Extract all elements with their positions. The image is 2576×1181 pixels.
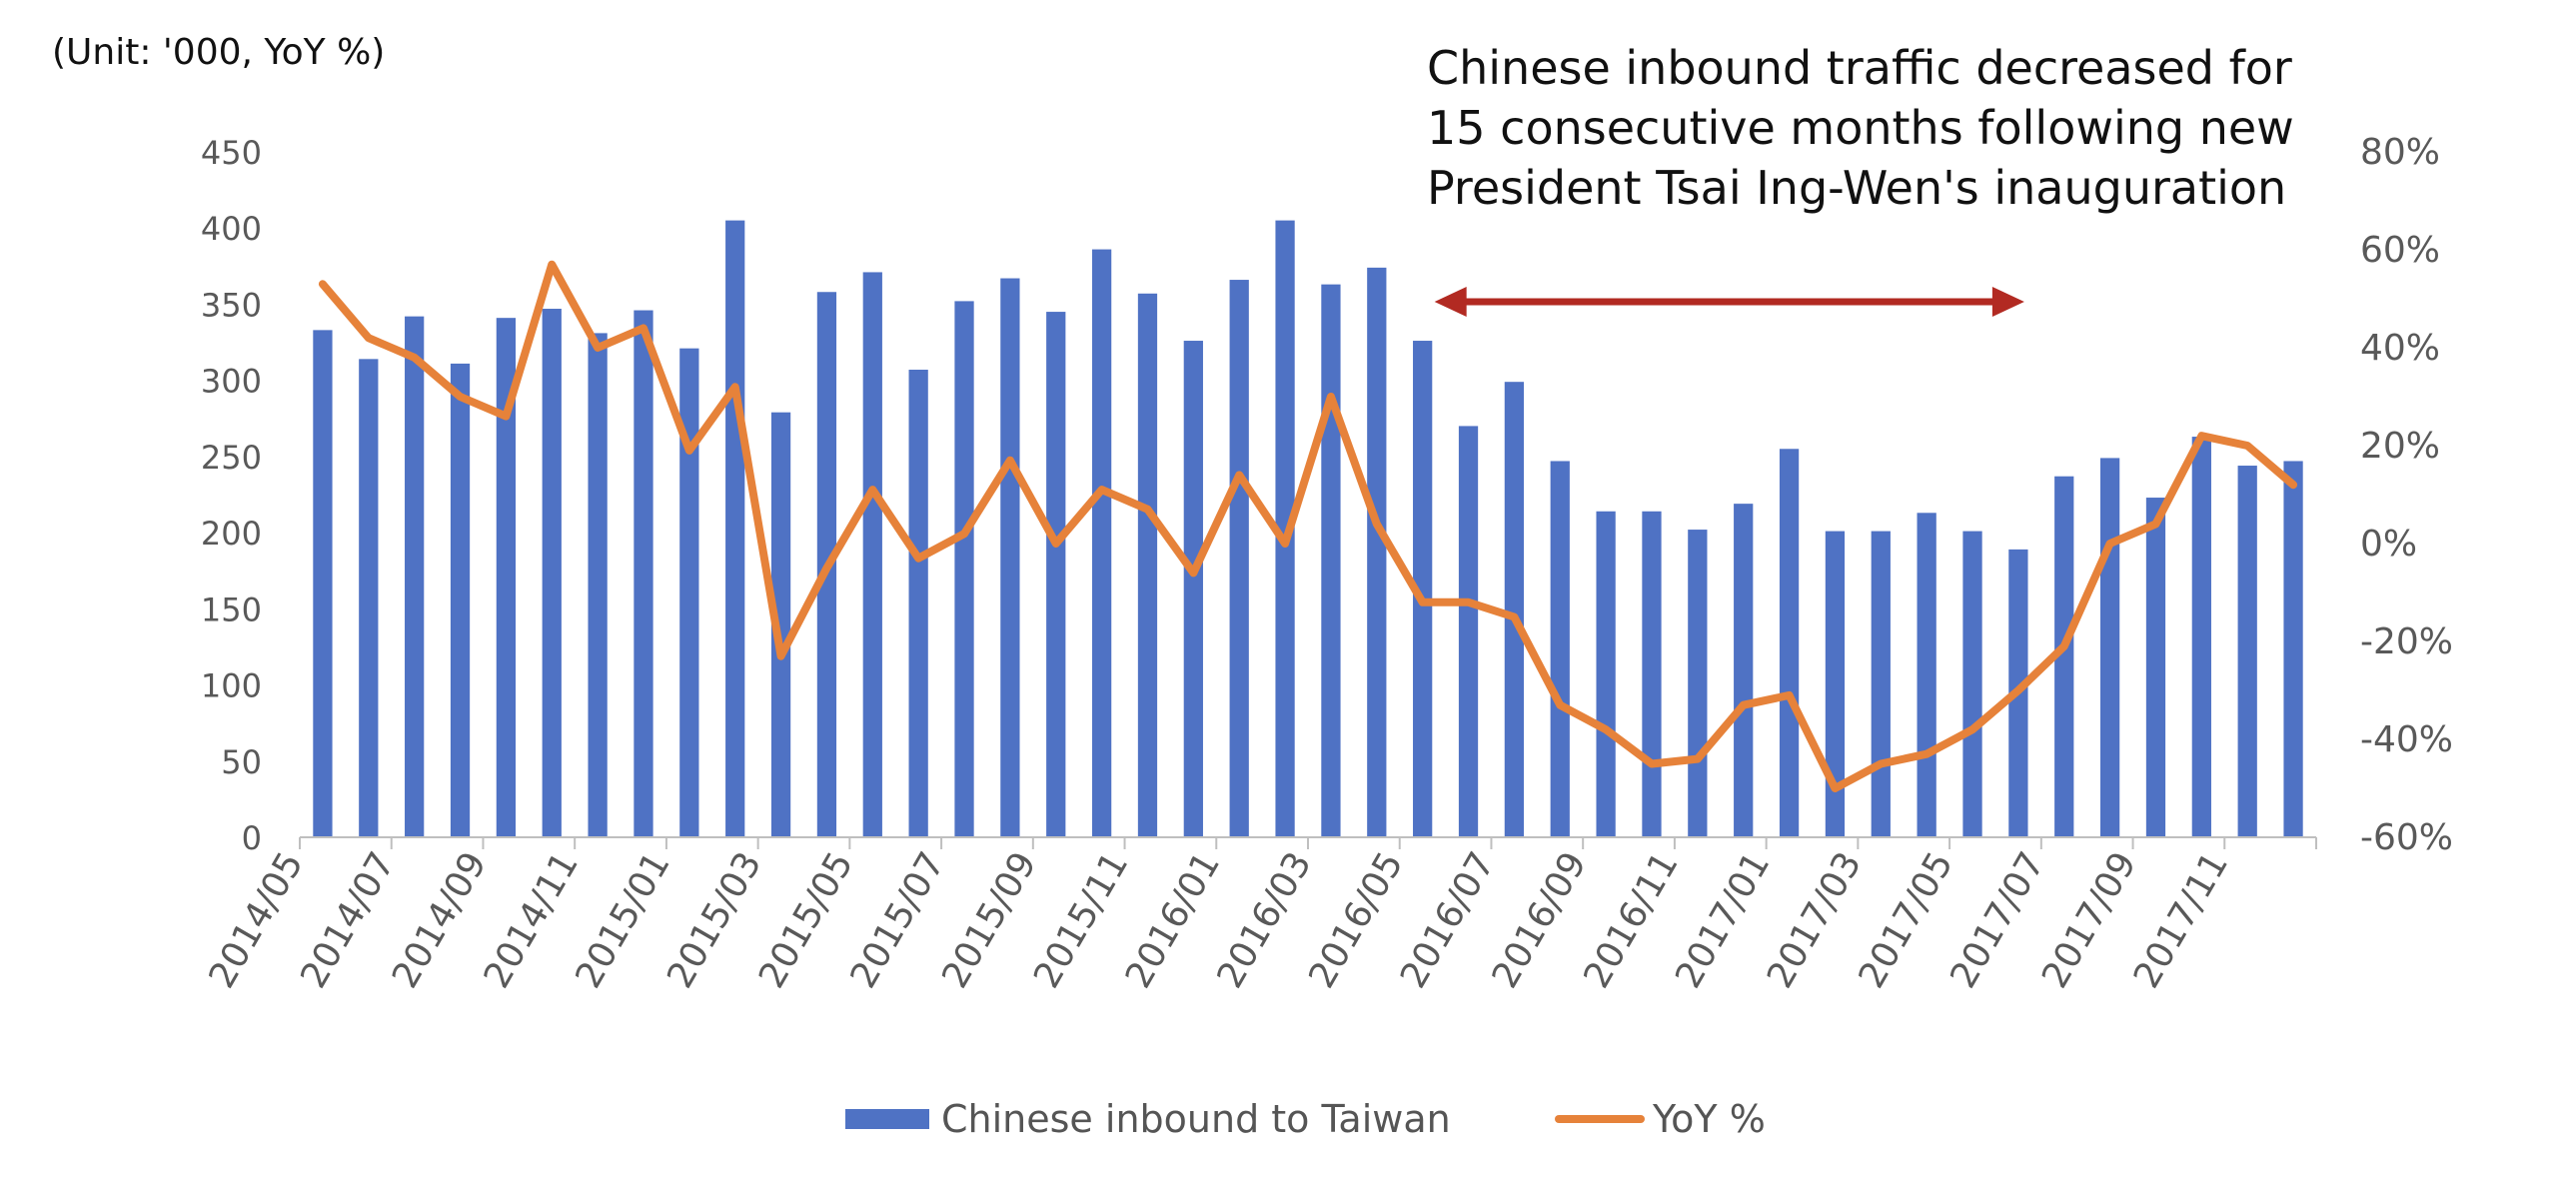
bar-2016/05 [1413, 341, 1433, 837]
y-left-tick-label: 100 [201, 667, 262, 705]
bar-2015/09 [1046, 312, 1066, 838]
bar-2017/11 [2237, 466, 2257, 837]
bar-2014/05 [313, 330, 333, 837]
annotation-arrow [1434, 287, 2024, 317]
bar-2017/07 [2054, 476, 2074, 837]
bar-2014/08 [450, 363, 471, 837]
unit-label: (Unit: '000, YoY %) [52, 32, 386, 73]
bar-2015/03 [770, 412, 791, 837]
legend-item-line: YoY % [1555, 1097, 1766, 1141]
y-left-tick-label: 0 [242, 819, 262, 857]
bar-2017/04 [1917, 513, 1936, 837]
bar-2017/09 [2145, 498, 2166, 837]
legend: Chinese inbound to Taiwan YoY % [0, 1097, 2576, 1147]
bar-2016/10 [1642, 511, 1662, 837]
y-right-tick-label: -20% [2360, 621, 2453, 662]
bar-2014/06 [359, 359, 379, 837]
bar-2017/12 [2283, 461, 2303, 837]
y-right-tick-label: 80% [2360, 132, 2440, 173]
bar-2014/09 [496, 318, 517, 838]
legend-label-line: YoY % [1653, 1097, 1766, 1141]
bar-2016/01 [1229, 280, 1249, 837]
legend-swatch-bars [845, 1109, 929, 1129]
bar-2015/07 [954, 301, 974, 837]
bar-2017/01 [1779, 449, 1800, 837]
arrow-head-left [1434, 287, 1467, 317]
y-left-tick-label: 200 [201, 515, 262, 553]
y-left-tick-label: 400 [201, 210, 262, 248]
yoy-line [318, 260, 2298, 792]
y-right-tick-label: 20% [2360, 426, 2440, 467]
line-series [318, 260, 2298, 792]
bar-2015/05 [862, 272, 882, 837]
y-left-tick-label: 50 [221, 743, 262, 781]
bar-2014/12 [634, 310, 653, 837]
bar-2016/02 [1275, 220, 1295, 838]
bar-2014/11 [588, 333, 608, 837]
bar-2017/10 [2191, 437, 2211, 837]
bar-2016/11 [1688, 530, 1708, 837]
bar-2015/11 [1137, 293, 1158, 838]
bar-2014/10 [542, 309, 562, 837]
annotation-text: Chinese inbound traffic decreased for 15… [1427, 41, 2294, 215]
y-right-tick-label: -60% [2360, 817, 2453, 858]
y-left-tick-label: 150 [201, 590, 262, 628]
bar-2017/02 [1825, 531, 1846, 837]
bar-2016/03 [1321, 284, 1341, 837]
y-left-tick-label: 350 [201, 286, 262, 324]
bar-2015/12 [1183, 341, 1203, 837]
bar-2016/07 [1504, 382, 1525, 837]
y-left-tick-label: 450 [201, 134, 262, 172]
bar-2015/10 [1091, 249, 1112, 837]
arrow-head-right [1991, 287, 2024, 317]
bar-2016/08 [1550, 461, 1570, 837]
y-right-tick-label: 40% [2360, 328, 2440, 369]
bar-2015/01 [679, 348, 699, 837]
y-right-tick-label: -40% [2360, 719, 2453, 760]
bar-2016/04 [1367, 267, 1387, 837]
bar-2015/06 [908, 369, 928, 837]
y-left-tick-label: 250 [201, 439, 262, 477]
bar-2017/08 [2099, 458, 2120, 837]
bar-2017/05 [1962, 531, 1982, 837]
legend-swatch-line [1555, 1115, 1645, 1123]
bar-2016/12 [1734, 504, 1754, 837]
legend-item-bars: Chinese inbound to Taiwan [845, 1097, 1451, 1141]
legend-label-bars: Chinese inbound to Taiwan [941, 1097, 1451, 1141]
bar-2017/03 [1871, 531, 1891, 837]
bar-2014/07 [405, 316, 425, 837]
y-left-tick-label: 300 [201, 363, 262, 401]
bar-2015/08 [1000, 278, 1020, 837]
y-right-tick-label: 0% [2360, 524, 2417, 565]
y-right-tick-label: 60% [2360, 230, 2440, 271]
bar-series [313, 220, 2303, 838]
bar-2015/02 [725, 220, 745, 838]
bar-2016/09 [1596, 511, 1616, 837]
bar-2016/06 [1458, 426, 1479, 837]
